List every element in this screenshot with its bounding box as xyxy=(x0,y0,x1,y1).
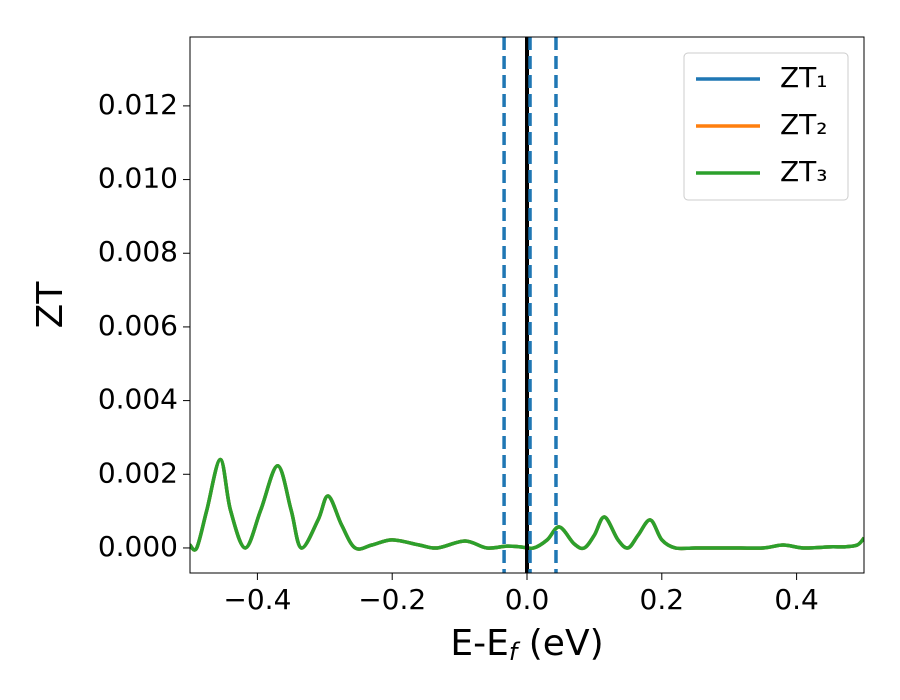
plot-frame xyxy=(189,36,865,574)
y-axis-label: ZT xyxy=(30,281,71,329)
legend-box xyxy=(683,52,849,201)
x-tick-label: −0.4 xyxy=(223,583,291,616)
x-tick-label: −0.2 xyxy=(358,583,426,616)
y-tick-label: 0.006 xyxy=(98,309,178,342)
y-tick-label: 0.000 xyxy=(98,530,178,563)
y-tick-label: 0.004 xyxy=(98,383,178,416)
y-tick-label: 0.008 xyxy=(98,235,178,268)
x-tick-label: 0.2 xyxy=(640,583,685,616)
x-axis-label: E-Ef (eV) xyxy=(450,623,603,666)
legend-label: ZT₃ xyxy=(780,155,828,188)
y-tick-label: 0.002 xyxy=(98,456,178,489)
x-label-main: E-E xyxy=(450,623,508,664)
x-label-unit: (eV) xyxy=(517,623,603,664)
legend-label: ZT₁ xyxy=(780,61,828,94)
x-tick-label: 0.0 xyxy=(505,583,550,616)
x-tick-label: 0.4 xyxy=(774,583,819,616)
y-tick-label: 0.010 xyxy=(98,162,178,195)
legend-label: ZT₂ xyxy=(780,108,828,141)
y-tick-label: 0.012 xyxy=(98,88,178,121)
